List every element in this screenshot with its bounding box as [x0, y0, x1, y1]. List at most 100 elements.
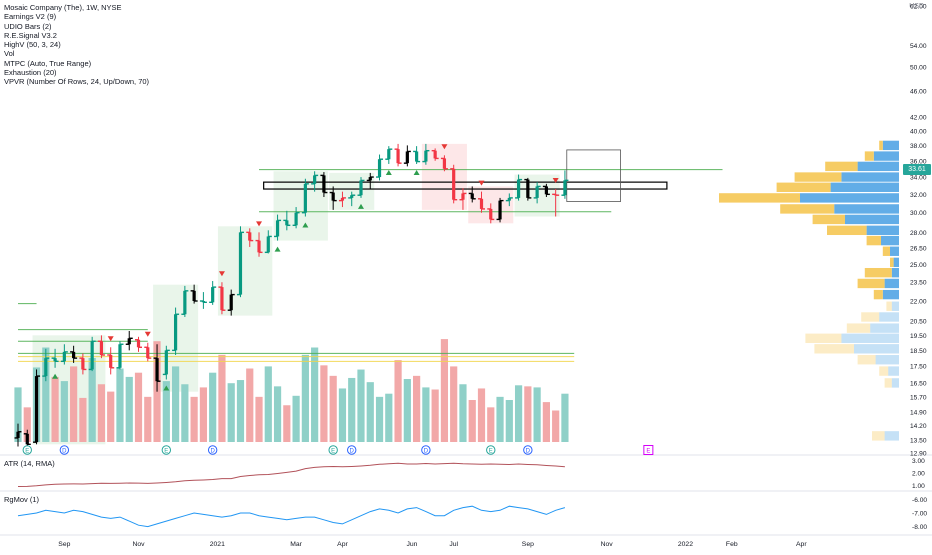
rgmov-axis-label: -6.00 — [912, 497, 927, 504]
volume-bars — [14, 339, 569, 442]
vpvr-down-row — [879, 366, 889, 376]
candle-body — [81, 358, 85, 370]
vpvr-up-row — [857, 161, 899, 172]
indicator-re-signal[interactable]: R.E.Signal V3.2 — [4, 30, 57, 40]
vpvr-up-row — [891, 267, 899, 278]
candle-body — [136, 339, 141, 348]
indicator-exhaustion[interactable]: Exhaustion (20) — [4, 68, 57, 78]
time-axis-label: 2022 — [678, 541, 693, 548]
candle-body — [489, 208, 493, 220]
volume-bar — [375, 396, 384, 442]
time-axis-label: Nov — [132, 541, 145, 548]
indicator-vol[interactable]: Vol — [4, 49, 15, 59]
volume-bar — [440, 339, 449, 442]
volume-bar — [42, 347, 50, 442]
vpvr-up-row — [879, 312, 899, 322]
buy-signal-triangle — [357, 203, 364, 209]
dividend-marker-label: D — [424, 448, 429, 454]
rgmov-pane-title[interactable]: RgMov (1) — [4, 495, 40, 504]
buy-signal-triangle — [274, 246, 281, 252]
volume-bar — [255, 396, 263, 442]
time-axis-label: Feb — [726, 541, 738, 548]
candle-body — [563, 180, 567, 196]
vpvr-up-row — [882, 289, 899, 300]
candle-body — [377, 159, 382, 178]
volume-bar — [487, 407, 495, 442]
earnings-marker-icon — [486, 445, 496, 455]
candle-body — [359, 180, 363, 196]
volume-bar — [144, 396, 152, 442]
vpvr-up-row — [890, 246, 899, 256]
candle-body — [53, 358, 57, 362]
signal-zone — [421, 143, 467, 210]
volume-bar — [338, 388, 347, 442]
candle-body — [16, 431, 20, 438]
sell-signal-triangle — [441, 144, 448, 150]
volume-bar — [301, 354, 309, 442]
candle-body — [257, 240, 261, 253]
vpvr-up-row — [854, 344, 899, 354]
vpvr-up-row — [841, 172, 899, 182]
candle-body — [424, 150, 428, 162]
candle-body — [396, 149, 400, 164]
atr — [17, 462, 565, 487]
atr-axis-label: 1.00 — [912, 483, 925, 490]
volume-bar — [542, 402, 550, 442]
volume-bar — [459, 384, 467, 442]
candle-body — [220, 287, 224, 311]
vpvr-up-row — [884, 278, 899, 289]
candle-body — [118, 344, 122, 368]
vpvr-down-row — [879, 140, 883, 151]
symbol-title[interactable]: Mosaic Company (The), 1W, NYSE — [4, 3, 122, 12]
candle-body — [155, 358, 159, 382]
dividend-marker-label: D — [526, 448, 531, 454]
volume-bar — [292, 395, 300, 442]
candle-body — [405, 151, 409, 164]
volume-bar — [218, 354, 226, 442]
volume-bar — [311, 347, 319, 442]
vpvr-up-row — [875, 355, 899, 365]
volume-bar — [422, 387, 430, 442]
candle-body — [62, 351, 66, 362]
volume-bar — [366, 382, 374, 442]
candle-body — [442, 158, 447, 169]
vpvr-up-row — [893, 257, 899, 268]
volume-bar — [134, 372, 143, 442]
buy-signal-triangle — [163, 385, 170, 391]
vpvr-histogram — [719, 140, 899, 441]
atr-line — [17, 462, 565, 487]
candle-body — [526, 179, 530, 198]
indicator-udio-bars[interactable]: UDIO Bars (2) — [4, 21, 52, 31]
candle-body — [461, 193, 465, 200]
earnings-marker-icon — [22, 445, 32, 455]
dividend-marker-icon — [523, 445, 533, 455]
vpvr-up-row — [830, 182, 899, 192]
vpvr-down-row — [825, 161, 858, 172]
dividend-marker-label: D — [210, 448, 215, 454]
upcoming-earnings-label: E — [646, 448, 650, 454]
price-axis-label: 26.50 — [910, 246, 927, 253]
price-axis-label: 25.00 — [910, 262, 927, 269]
volume-bar — [70, 366, 78, 442]
indicator-earnings[interactable]: Earnings V2 (9) — [4, 12, 57, 22]
upcoming-earnings-icon — [643, 445, 654, 455]
candle-body — [322, 175, 326, 193]
candle-body — [275, 220, 280, 237]
time-axis-label: Apr — [337, 541, 348, 548]
vpvr-up-row — [884, 431, 899, 441]
vpvr-down-row — [857, 355, 876, 365]
candles — [14, 143, 569, 449]
indicator-highv[interactable]: HighV (50, 3, 24) — [4, 40, 61, 50]
volume-bar — [431, 389, 439, 442]
candle-body — [498, 200, 502, 220]
vpvr-down-row — [864, 267, 892, 278]
sell-signal-triangle — [478, 180, 485, 186]
candle-body — [211, 287, 215, 303]
indicator-vpvr[interactable]: VPVR (Number Of Rows, 24, Up/Down, 70) — [4, 77, 150, 87]
candle-body — [368, 177, 372, 181]
indicator-mtpc[interactable]: MTPC (Auto, True Range) — [4, 58, 92, 68]
candle-body — [109, 354, 113, 368]
atr-pane-title[interactable]: ATR (14, RMA) — [4, 459, 55, 468]
